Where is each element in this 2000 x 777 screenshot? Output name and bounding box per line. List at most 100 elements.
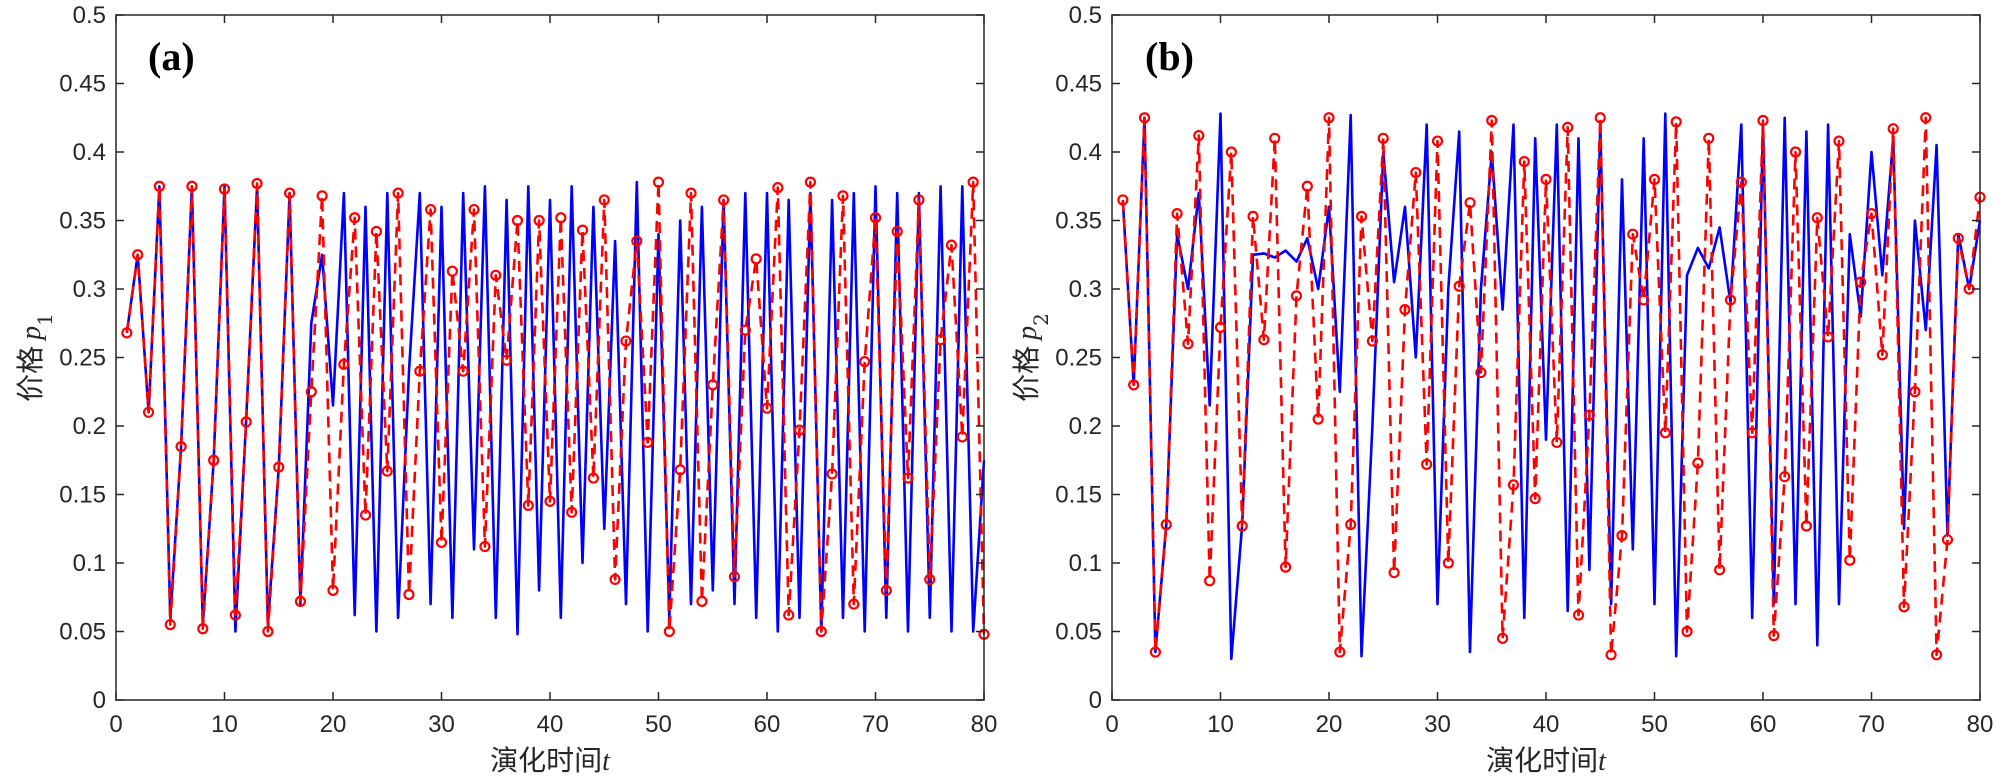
data-point-b	[1486, 114, 1498, 127]
y-axis-label-text-b: 价格	[1010, 346, 1043, 402]
y-tick-label-b: 0.5	[1069, 2, 1102, 29]
data-point-a	[479, 540, 491, 553]
x-axis-label-b: 演化时间t	[1486, 744, 1607, 777]
data-point-b	[1345, 519, 1357, 531]
data-point-a	[392, 187, 404, 199]
y-axis-label-b: 价格 p2	[1010, 313, 1053, 402]
series-line-solid-a	[125, 180, 986, 636]
axis-ticks-b: 0 10 20 30 40 50 60 70 80 0 0.05 0.1 0.15 0.2 0.25 0.3 0…	[1055, 2, 1993, 738]
series-line-dashed-markers-b	[1121, 116, 1982, 657]
data-point-b	[1182, 338, 1194, 350]
data-point-b	[1583, 409, 1596, 421]
y-tick-label-a: 0.4	[73, 139, 106, 166]
data-point-b	[1616, 529, 1628, 542]
data-point-a	[501, 354, 513, 366]
x-tick-label-a: 10	[211, 711, 238, 738]
data-point-b	[1724, 294, 1737, 306]
data-point-b	[1920, 112, 1932, 124]
y-tick-label-a: 0.15	[59, 482, 106, 509]
data-point-a	[403, 588, 415, 601]
axes-frame-b	[1111, 14, 1981, 701]
data-point-b	[1388, 566, 1400, 579]
data-point-b	[1768, 630, 1780, 642]
y-tick-label-b: 0.4	[1069, 139, 1102, 166]
data-point-a	[544, 495, 556, 507]
plot-area-b	[1117, 112, 1986, 661]
y-tick-label-b: 0.2	[1069, 413, 1102, 440]
data-point-b	[1290, 290, 1303, 302]
data-point-b	[1670, 116, 1682, 128]
x-axis-label-var-b: t	[1598, 746, 1607, 777]
data-point-a	[381, 465, 393, 477]
data-point-b	[1648, 173, 1661, 185]
data-point-a	[208, 454, 220, 466]
data-point-a	[663, 625, 675, 638]
data-point-b	[1193, 129, 1205, 142]
data-point-a	[783, 609, 795, 621]
data-point-a	[349, 212, 361, 224]
x-tick-label-a: 60	[754, 711, 781, 738]
data-point-b	[1703, 132, 1715, 144]
data-point-b	[1735, 176, 1747, 188]
data-point-b	[1464, 197, 1476, 209]
chart-panel-a: 0 10 20 30 40 50 60 70 80 0 0.05 0.1 0.15 0.2 0.25 0.3 0…	[14, 2, 997, 777]
data-point-a	[804, 176, 817, 188]
data-point-b	[1681, 625, 1693, 638]
x-axis-label-text-b: 演化时间	[1486, 744, 1598, 777]
data-point-b	[1746, 427, 1758, 439]
y-tick-label-b: 0.45	[1055, 71, 1102, 98]
data-point-b	[1204, 575, 1216, 587]
data-point-a	[902, 472, 914, 484]
data-point-b	[1562, 121, 1574, 133]
data-point-a	[717, 194, 730, 206]
x-tick-label-b: 20	[1316, 711, 1343, 738]
data-point-b	[1355, 210, 1368, 222]
y-tick-label-a: 0.05	[59, 619, 106, 646]
y-tick-label-b: 0.15	[1055, 482, 1102, 509]
data-point-a	[685, 187, 697, 199]
panel-label-a: (a)	[148, 34, 195, 79]
data-point-b	[1779, 471, 1791, 483]
series-line-solid-b	[1121, 112, 1982, 661]
data-point-a	[609, 573, 621, 586]
y-tick-label-a: 0.5	[73, 2, 106, 29]
data-point-a	[566, 506, 578, 518]
data-point-a	[284, 187, 296, 199]
data-point-a	[511, 214, 524, 227]
data-point-a	[880, 584, 892, 597]
data-point-b	[1431, 135, 1444, 147]
data-point-b	[1887, 123, 1899, 135]
data-point-b	[1551, 436, 1563, 449]
data-point-b	[1811, 212, 1823, 224]
data-point-a	[772, 182, 784, 194]
data-point-a	[273, 461, 285, 473]
x-tick-label-b: 80	[1967, 711, 1994, 738]
data-point-b	[1149, 646, 1162, 658]
data-point-a	[294, 595, 307, 607]
data-point-a	[457, 365, 469, 377]
data-point-b	[1496, 632, 1509, 644]
data-point-a	[164, 619, 176, 631]
data-point-a	[761, 402, 773, 414]
data-point-a	[859, 356, 871, 368]
x-tick-label-a: 20	[320, 711, 347, 738]
data-point-a	[142, 406, 155, 418]
data-point-b	[1518, 155, 1530, 168]
chart-panel-b: 0 10 20 30 40 50 60 70 80 0 0.05 0.1 0.15 0.2 0.25 0.3 0…	[1010, 2, 1993, 777]
data-point-b	[1507, 479, 1520, 491]
data-point-b	[1214, 321, 1227, 333]
y-tick-label-a: 0.45	[59, 71, 106, 98]
data-point-a	[533, 214, 545, 227]
x-tick-label-b: 10	[1207, 711, 1234, 738]
panel-label-b: (b)	[1145, 34, 1194, 79]
data-point-b	[1898, 601, 1910, 613]
data-point-a	[425, 203, 437, 216]
data-point-a	[945, 239, 958, 251]
data-point-a	[153, 180, 165, 192]
data-point-b	[1410, 166, 1422, 179]
data-point-a	[793, 424, 806, 436]
data-point-a	[305, 386, 317, 398]
y-tick-label-a: 0.2	[73, 413, 106, 440]
data-point-b	[1247, 210, 1259, 222]
